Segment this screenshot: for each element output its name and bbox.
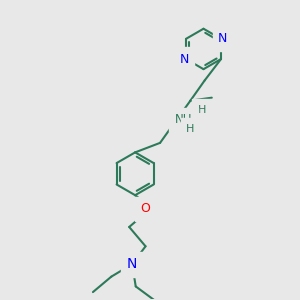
Text: N: N — [179, 52, 189, 66]
Text: H: H — [186, 124, 195, 134]
Text: N: N — [127, 257, 137, 271]
Text: O: O — [141, 202, 151, 215]
Text: H: H — [197, 105, 206, 115]
Text: N: N — [218, 32, 227, 45]
Text: NH: NH — [175, 113, 192, 126]
